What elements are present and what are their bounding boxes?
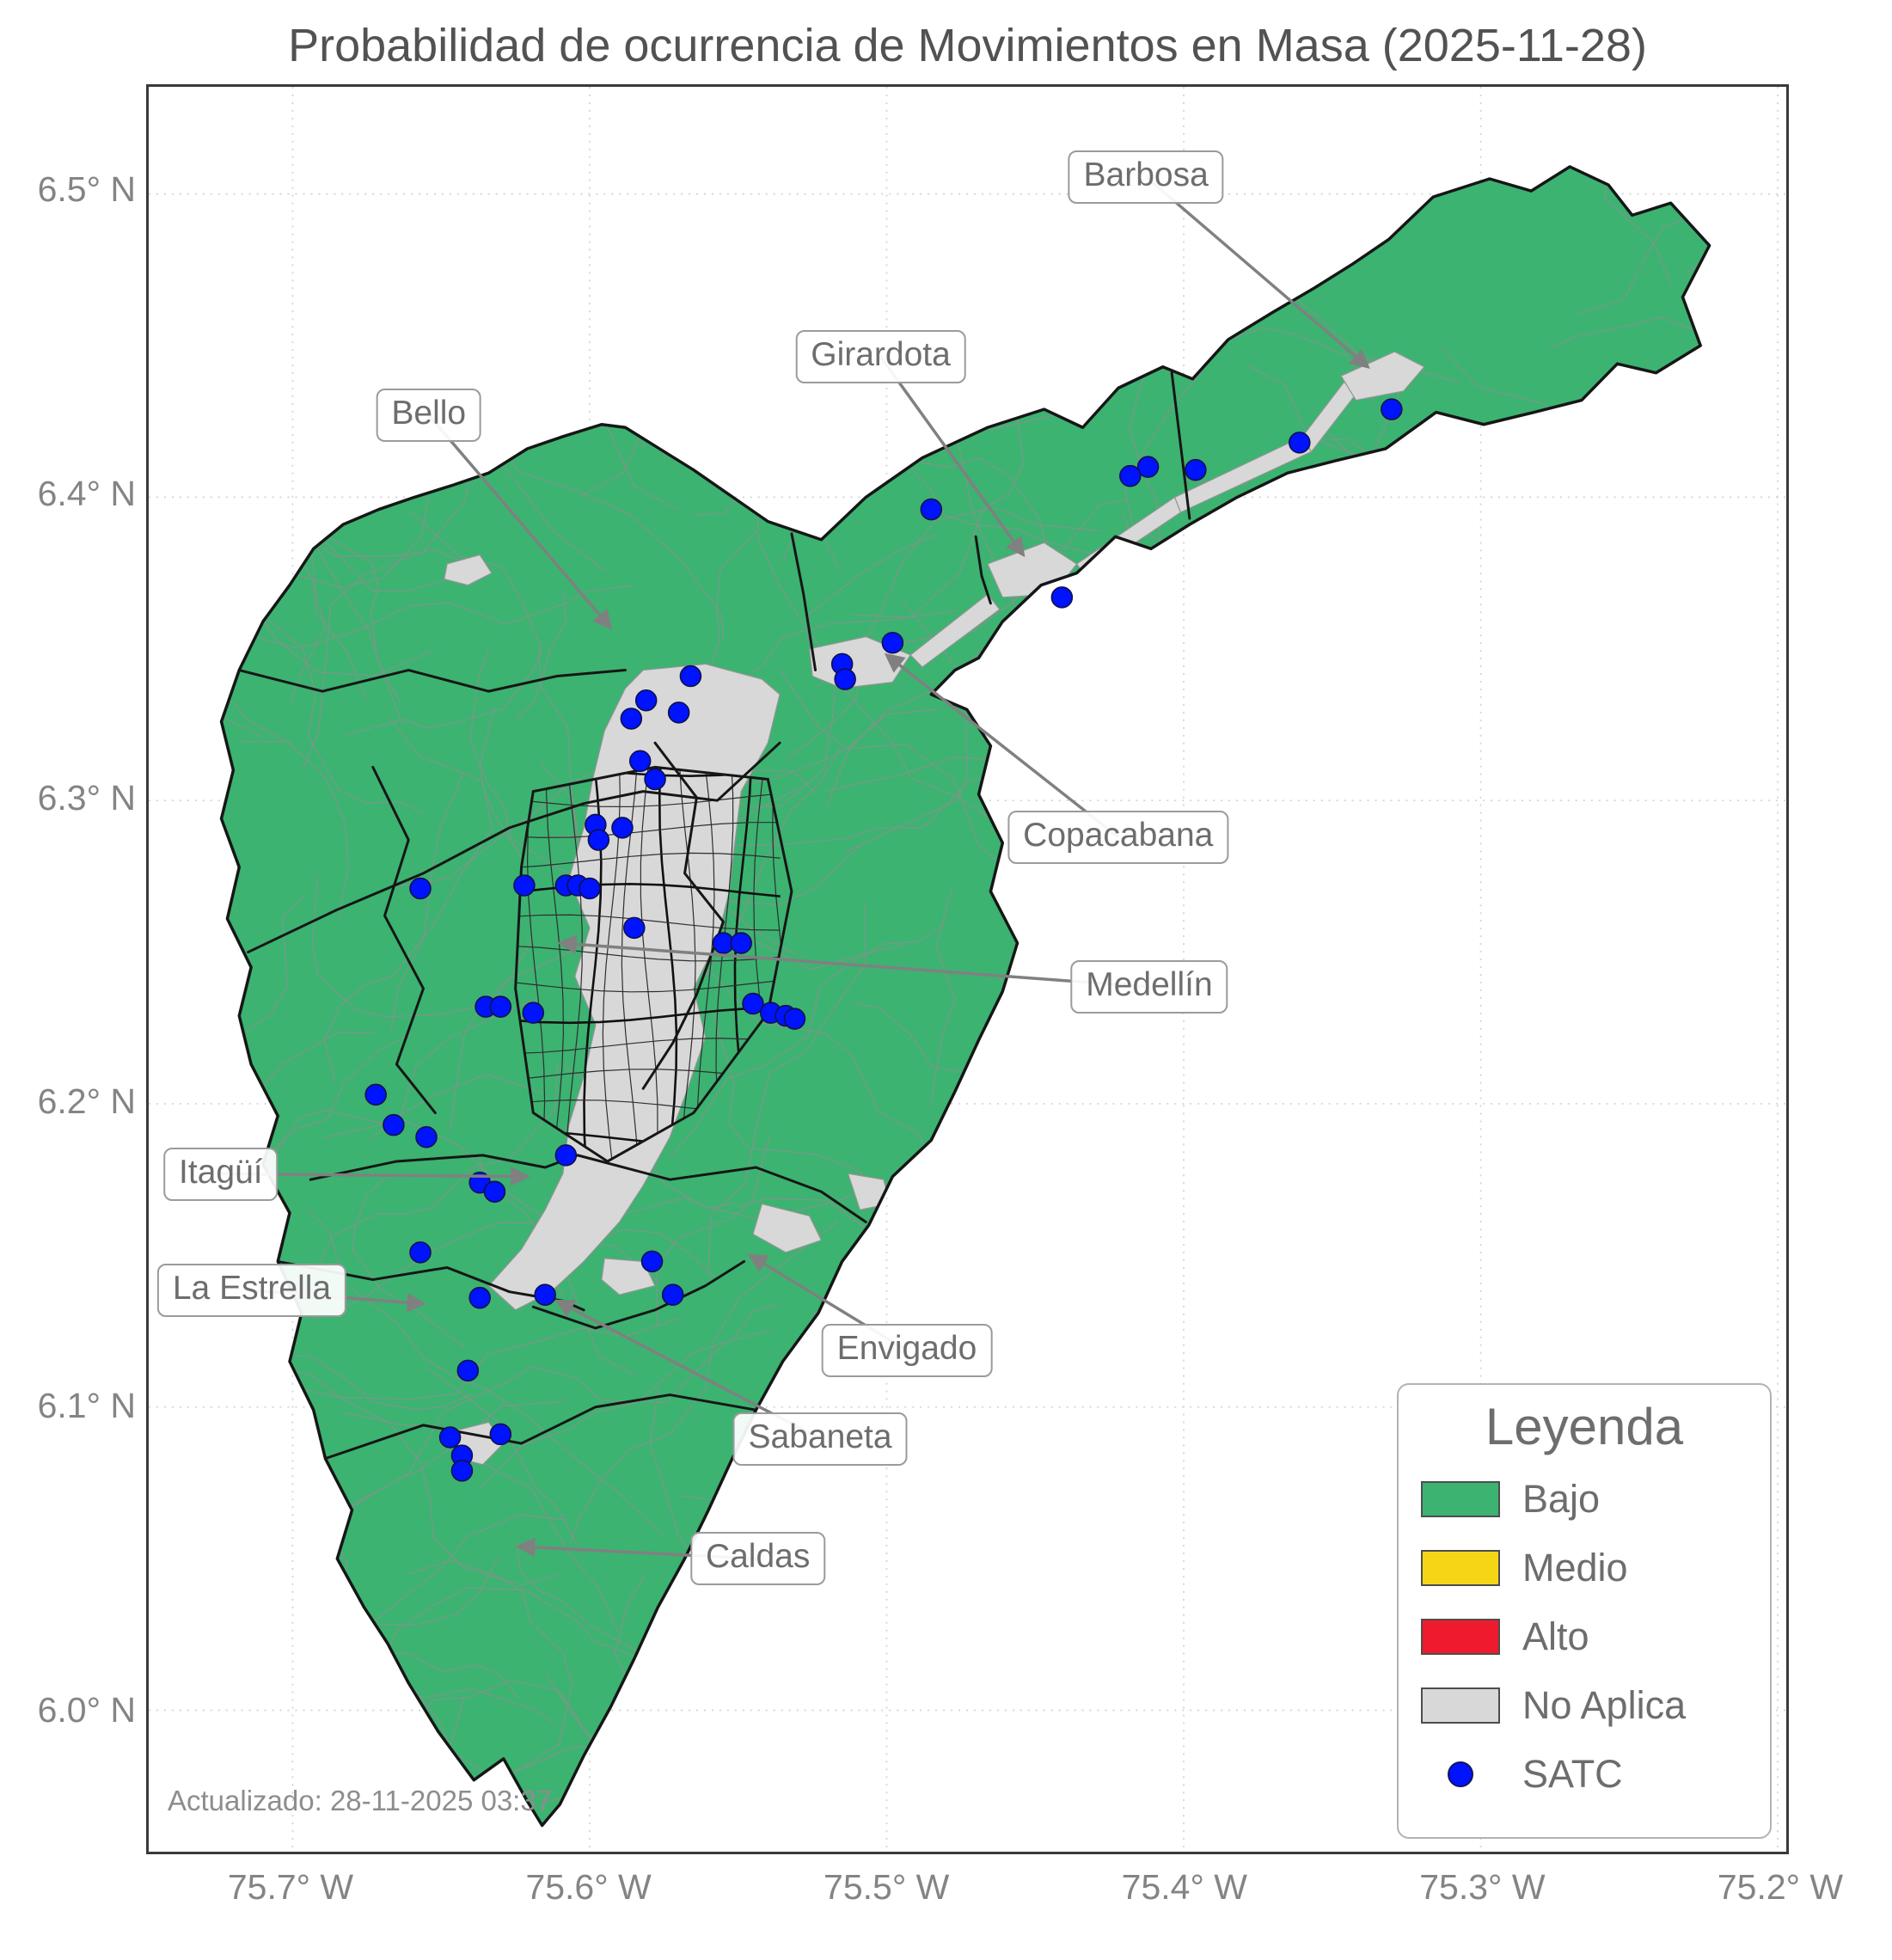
y-tick-label: 6.3° N: [37, 777, 136, 818]
legend-item-bajo: Bajo: [1421, 1465, 1748, 1534]
legend-label-no-aplica: No Aplica: [1522, 1683, 1687, 1727]
satc-point: [1050, 586, 1074, 609]
annotation-itagui: Itagüí: [163, 1147, 279, 1201]
legend-item-satc: SATC: [1421, 1740, 1748, 1809]
annotation-bello: Bello: [376, 388, 482, 442]
annotation-barbosa: Barbosa: [1068, 150, 1224, 204]
y-tick-label: 6.5° N: [37, 169, 136, 209]
y-tick-label: 6.2° N: [37, 1081, 136, 1122]
satc-point: [587, 829, 610, 851]
satc-point: [783, 1008, 806, 1030]
satc-point: [409, 1241, 432, 1264]
satc-point: [489, 995, 512, 1018]
satc-point: [1185, 458, 1207, 481]
annotation-envigado: Envigado: [821, 1323, 993, 1377]
region-outline: [219, 165, 1711, 1828]
satc-point: [534, 1283, 556, 1306]
region-low-probability: [221, 166, 1710, 1826]
satc-point: [834, 668, 856, 690]
x-tick-label: 75.2° W: [1717, 1867, 1844, 1907]
satc-point: [620, 707, 643, 730]
satc-point: [383, 1113, 405, 1136]
satc-point: [742, 992, 764, 1015]
legend-label-alto: Alto: [1522, 1614, 1589, 1658]
satc-point: [611, 817, 634, 839]
satc-point: [623, 916, 646, 940]
satc-point: [1289, 432, 1311, 454]
satc-point: [667, 701, 690, 724]
legend-title: Leyenda: [1485, 1398, 1684, 1455]
satc-point: [730, 932, 752, 954]
chart-title: Probabilidad de ocurrencia de Movimiento…: [288, 20, 1647, 71]
satc-point: [640, 1250, 664, 1273]
annotation-girardota: Girardota: [795, 330, 966, 384]
urban-core-outline: [514, 765, 793, 1163]
x-tick-label: 75.6° W: [525, 1867, 652, 1907]
legend-swatch-no-aplica: [1421, 1687, 1500, 1724]
satc-point: [438, 1426, 462, 1449]
annotation-layer: Barbosa Girardota Bello Copacabana Medellín I…: [149, 87, 1786, 1852]
legend-item-alto: Alto: [1421, 1602, 1748, 1671]
x-tick-label: 75.3° W: [1419, 1867, 1546, 1907]
satc-dot-icon: [1448, 1761, 1473, 1787]
satc-point: [456, 1359, 480, 1382]
satc-point: [522, 1001, 545, 1024]
legend-item-no-aplica: No Aplica: [1421, 1671, 1748, 1740]
satc-point: [468, 1286, 491, 1309]
y-tick-label: 6.0° N: [37, 1690, 136, 1730]
annotation-copacabana: Copacabana: [1007, 810, 1229, 864]
x-tick-label: 75.7° W: [227, 1867, 354, 1907]
satc-point: [679, 665, 702, 688]
satc-point: [554, 1144, 578, 1167]
legend-label-bajo: Bajo: [1522, 1477, 1601, 1521]
legend-label-medio: Medio: [1522, 1546, 1628, 1589]
satc-point: [661, 1283, 684, 1306]
legend-swatch-medio: [1421, 1550, 1500, 1586]
satc-point: [415, 1125, 438, 1148]
satc-point: [489, 1423, 512, 1446]
satc-point: [1381, 398, 1403, 420]
x-tick-label: 75.4° W: [1121, 1867, 1247, 1907]
satc-point: [450, 1460, 474, 1482]
satc-point: [579, 877, 601, 900]
satc-point: [634, 689, 658, 712]
satc-point: [920, 498, 943, 521]
annotation-la-estrella: La Estrella: [156, 1264, 347, 1318]
annotation-sabaneta: Sabaneta: [732, 1412, 908, 1466]
updated-timestamp: Actualizado: 28-11-2025 03:37: [168, 1785, 553, 1816]
annotation-medellin: Medellín: [1070, 960, 1228, 1014]
satc-point: [1119, 464, 1142, 487]
satc-point: [483, 1180, 506, 1204]
legend-satc-slot: [1421, 1761, 1500, 1787]
y-tick-label: 6.4° N: [37, 473, 136, 513]
satc-points: [364, 398, 1403, 1482]
legend-swatch-bajo: [1421, 1481, 1500, 1517]
legend-item-medio: Medio: [1421, 1534, 1748, 1602]
satc-point: [409, 877, 432, 900]
satc-point: [1136, 456, 1160, 478]
satc-point: [881, 631, 904, 654]
satc-point: [364, 1083, 387, 1106]
satc-point: [513, 874, 536, 897]
legend: Leyenda Bajo Medio Alto No Aplica: [1397, 1383, 1772, 1839]
municipal-borders: [237, 371, 1191, 1461]
satc-point: [644, 768, 666, 791]
annotation-caldas: Caldas: [689, 1532, 826, 1586]
legend-label-satc: SATC: [1522, 1752, 1623, 1796]
x-tick-label: 75.5° W: [824, 1867, 950, 1907]
legend-swatch-alto: [1421, 1619, 1500, 1655]
map-plot-area: Barbosa Girardota Bello Copacabana Medellín I…: [146, 84, 1789, 1854]
satc-point: [628, 750, 652, 773]
y-tick-label: 6.1° N: [37, 1386, 136, 1426]
